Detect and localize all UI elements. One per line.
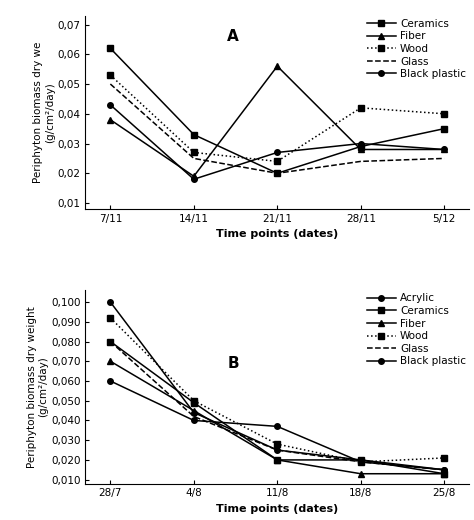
Wood (441, 111, 447, 117)
Acrylic (441, 466, 447, 473)
Glass (191, 413, 197, 420)
Line: Acrylic: Acrylic (108, 300, 447, 473)
Text: B: B (228, 356, 239, 371)
Black plastic (191, 418, 197, 424)
Fiber (108, 116, 113, 123)
Fiber (108, 358, 113, 365)
Line: Fiber: Fiber (107, 63, 447, 180)
Fiber (191, 173, 197, 179)
Fiber (441, 146, 447, 152)
Ceramics (441, 471, 447, 477)
Wood (108, 315, 113, 321)
Glass (108, 339, 113, 345)
Ceramics (191, 132, 197, 138)
Wood (358, 105, 364, 111)
Line: Fiber: Fiber (107, 358, 447, 477)
Black plastic (108, 378, 113, 384)
Wood (441, 455, 447, 461)
Black plastic (441, 146, 447, 152)
Fiber (441, 471, 447, 477)
X-axis label: Time points (dates): Time points (dates) (216, 229, 338, 239)
Glass (441, 155, 447, 162)
Line: Black plastic: Black plastic (108, 378, 447, 473)
Line: Wood: Wood (108, 315, 447, 465)
Black plastic (274, 423, 280, 430)
Black plastic (358, 459, 364, 465)
Ceramics (358, 457, 364, 463)
Black plastic (191, 176, 197, 183)
Ceramics (108, 45, 113, 51)
Acrylic (358, 457, 364, 463)
Ceramics (441, 125, 447, 132)
Wood (191, 149, 197, 155)
Y-axis label: Periphyton biomass dry we
(g/cm²/day): Periphyton biomass dry we (g/cm²/day) (33, 42, 55, 183)
Line: Glass: Glass (110, 84, 444, 173)
Wood (274, 441, 280, 447)
Glass (358, 158, 364, 164)
Ceramics (108, 339, 113, 345)
Acrylic (191, 409, 197, 415)
Line: Glass: Glass (110, 342, 444, 470)
Line: Black plastic: Black plastic (108, 102, 447, 182)
Wood (191, 398, 197, 404)
Glass (441, 466, 447, 473)
Fiber (358, 471, 364, 477)
Black plastic (358, 140, 364, 147)
Fiber (274, 63, 280, 69)
Fiber (274, 457, 280, 463)
Ceramics (358, 144, 364, 150)
X-axis label: Time points (dates): Time points (dates) (216, 504, 338, 514)
Black plastic (441, 466, 447, 473)
Acrylic (108, 299, 113, 305)
Ceramics (274, 170, 280, 176)
Glass (191, 155, 197, 162)
Glass (274, 170, 280, 176)
Line: Wood: Wood (108, 72, 447, 164)
Ceramics (274, 457, 280, 463)
Legend: Acrylic, Ceramics, Fiber, Wood, Glass, Black plastic: Acrylic, Ceramics, Fiber, Wood, Glass, B… (365, 291, 468, 369)
Glass (108, 81, 113, 87)
Wood (358, 459, 364, 465)
Glass (358, 459, 364, 465)
Line: Ceramics: Ceramics (108, 46, 447, 176)
Y-axis label: Periphyton biomass dry weight
(g/cm²/day): Periphyton biomass dry weight (g/cm²/day… (27, 306, 48, 468)
Black plastic (108, 102, 113, 108)
Fiber (358, 146, 364, 152)
Fiber (191, 408, 197, 414)
Legend: Ceramics, Fiber, Wood, Glass, Black plastic: Ceramics, Fiber, Wood, Glass, Black plas… (365, 17, 468, 81)
Black plastic (274, 149, 280, 155)
Wood (274, 158, 280, 164)
Line: Ceramics: Ceramics (108, 339, 447, 476)
Glass (274, 447, 280, 453)
Wood (108, 72, 113, 78)
Ceramics (191, 399, 197, 406)
Text: A: A (228, 29, 239, 44)
Acrylic (274, 447, 280, 453)
